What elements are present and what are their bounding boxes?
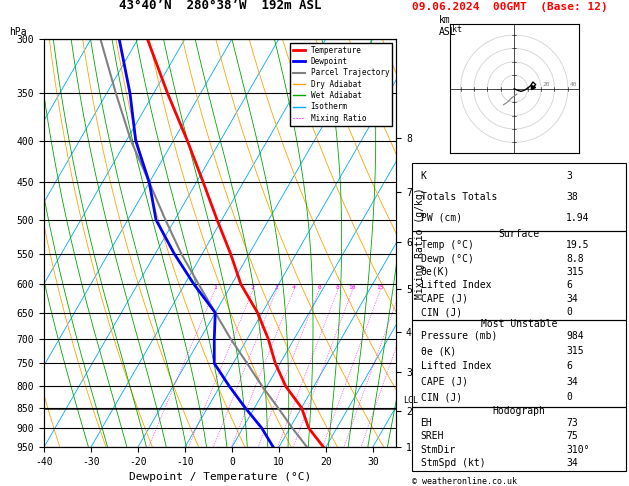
- Text: Surface: Surface: [498, 229, 540, 240]
- Text: 73: 73: [566, 417, 577, 428]
- Text: 315: 315: [566, 346, 584, 356]
- Text: Temp (°C): Temp (°C): [421, 240, 474, 250]
- Text: CAPE (J): CAPE (J): [421, 294, 467, 304]
- Text: km
ASL: km ASL: [438, 15, 456, 37]
- Text: 34: 34: [566, 458, 577, 469]
- X-axis label: Dewpoint / Temperature (°C): Dewpoint / Temperature (°C): [129, 472, 311, 483]
- Text: 20: 20: [542, 82, 550, 87]
- Text: 2: 2: [251, 285, 255, 290]
- Text: θe (K): θe (K): [421, 346, 456, 356]
- Text: Most Unstable: Most Unstable: [481, 319, 557, 329]
- Text: 0: 0: [566, 307, 572, 317]
- Text: StmSpd (kt): StmSpd (kt): [421, 458, 485, 469]
- Text: 315: 315: [566, 267, 584, 277]
- Text: 10: 10: [348, 285, 356, 290]
- Text: 1.94: 1.94: [566, 213, 589, 223]
- Text: θe(K): θe(K): [421, 267, 450, 277]
- Text: 3: 3: [566, 171, 572, 180]
- Text: © weatheronline.co.uk: © weatheronline.co.uk: [412, 477, 517, 486]
- Text: 34: 34: [566, 377, 577, 387]
- Text: LCL: LCL: [403, 396, 418, 405]
- Y-axis label: Mixing Ratio (g/kg): Mixing Ratio (g/kg): [415, 187, 425, 299]
- Text: kt: kt: [452, 25, 462, 35]
- Text: Hodograph: Hodograph: [493, 406, 545, 416]
- Text: 40: 40: [569, 82, 577, 87]
- Text: Pressure (mb): Pressure (mb): [421, 330, 497, 341]
- Text: SREH: SREH: [421, 431, 444, 441]
- Text: 34: 34: [566, 294, 577, 304]
- Text: StmDir: StmDir: [421, 445, 456, 455]
- Text: 1: 1: [213, 285, 216, 290]
- Text: 19.5: 19.5: [566, 240, 589, 250]
- Text: 3: 3: [274, 285, 278, 290]
- Text: Lifted Index: Lifted Index: [421, 280, 491, 290]
- Text: CIN (J): CIN (J): [421, 307, 462, 317]
- Text: 15: 15: [377, 285, 384, 290]
- Text: 8: 8: [336, 285, 340, 290]
- Text: CIN (J): CIN (J): [421, 392, 462, 402]
- Text: 6: 6: [566, 362, 572, 371]
- Text: 09.06.2024  00GMT  (Base: 12): 09.06.2024 00GMT (Base: 12): [412, 2, 608, 12]
- Text: 38: 38: [566, 192, 577, 202]
- Text: 310°: 310°: [566, 445, 589, 455]
- Text: 984: 984: [566, 330, 584, 341]
- Text: 4: 4: [292, 285, 296, 290]
- Text: 8.8: 8.8: [566, 254, 584, 263]
- Text: PW (cm): PW (cm): [421, 213, 462, 223]
- Text: 75: 75: [566, 431, 577, 441]
- Legend: Temperature, Dewpoint, Parcel Trajectory, Dry Adiabat, Wet Adiabat, Isotherm, Mi: Temperature, Dewpoint, Parcel Trajectory…: [290, 43, 392, 125]
- Text: Dewp (°C): Dewp (°C): [421, 254, 474, 263]
- Text: 0: 0: [566, 392, 572, 402]
- Text: hPa: hPa: [9, 27, 26, 37]
- Text: EH: EH: [421, 417, 432, 428]
- Text: CAPE (J): CAPE (J): [421, 377, 467, 387]
- Text: 6: 6: [566, 280, 572, 290]
- Text: 6: 6: [317, 285, 321, 290]
- Text: K: K: [421, 171, 426, 180]
- Text: 43°40’N  280°38’W  192m ASL: 43°40’N 280°38’W 192m ASL: [119, 0, 321, 12]
- Text: Totals Totals: Totals Totals: [421, 192, 497, 202]
- Text: Lifted Index: Lifted Index: [421, 362, 491, 371]
